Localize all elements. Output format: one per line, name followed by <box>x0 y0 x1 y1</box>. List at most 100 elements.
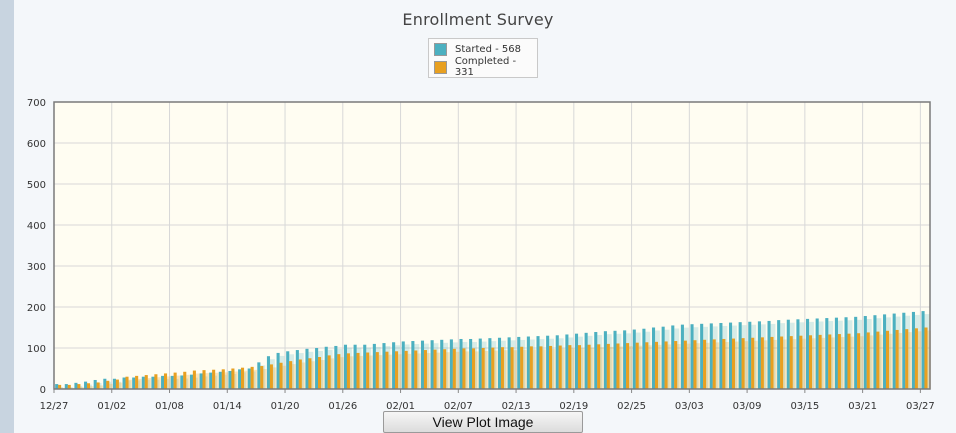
completed-bar <box>520 346 524 389</box>
started-bar <box>286 351 290 389</box>
completed-bar-shadow <box>436 352 440 389</box>
started-bar <box>883 314 887 389</box>
started-bar <box>353 344 357 389</box>
completed-bar-shadow <box>706 342 710 389</box>
completed-bar <box>472 348 476 389</box>
started-bar <box>170 375 174 389</box>
started-bar <box>902 312 906 389</box>
started-bar <box>815 318 819 389</box>
completed-bar-shadow <box>609 346 614 389</box>
started-bar <box>305 348 309 389</box>
started-bar <box>238 369 242 389</box>
completed-bar <box>626 343 630 389</box>
started-bar <box>132 377 136 389</box>
completed-bar-shadow <box>657 344 662 389</box>
completed-bar <box>58 384 62 389</box>
completed-bar <box>683 340 687 389</box>
completed-bar-shadow <box>147 378 152 389</box>
completed-bar <box>808 335 813 389</box>
started-bar <box>709 323 713 389</box>
started-bar <box>324 346 328 389</box>
completed-bar <box>789 336 793 389</box>
completed-bar <box>356 352 360 389</box>
started-bar <box>757 321 761 389</box>
completed-bar <box>510 347 514 389</box>
completed-bar <box>106 380 110 389</box>
completed-bar <box>914 328 918 389</box>
completed-bar <box>606 343 610 389</box>
completed-bar-shadow <box>176 375 181 389</box>
x-tick-label: 01/08 <box>155 401 184 412</box>
completed-bar <box>885 330 890 389</box>
completed-bar <box>346 353 350 389</box>
started-bar <box>738 322 742 389</box>
completed-bar <box>289 361 293 389</box>
started-bar <box>315 348 319 389</box>
completed-bar <box>577 345 581 389</box>
started-bar <box>401 341 405 389</box>
completed-bar <box>847 333 851 389</box>
completed-bar-shadow <box>407 353 412 389</box>
completed-bar-shadow <box>889 333 893 389</box>
x-tick-label: 02/01 <box>386 401 415 412</box>
completed-bar-shadow <box>686 343 691 389</box>
x-tick-label: 01/02 <box>97 401 126 412</box>
completed-bar-shadow <box>715 342 720 389</box>
completed-bar-shadow <box>128 379 132 389</box>
completed-bar-shadow <box>359 355 363 389</box>
started-bar <box>93 379 97 389</box>
completed-bar <box>539 346 543 389</box>
completed-bar-shadow <box>378 355 383 389</box>
completed-bar <box>770 336 774 389</box>
started-bar <box>372 343 376 389</box>
completed-bar-shadow <box>763 340 768 389</box>
started-bar <box>680 324 684 389</box>
completed-bar-shadow <box>773 339 777 389</box>
completed-bar <box>308 358 312 389</box>
completed-bar-shadow <box>552 348 556 389</box>
completed-bar <box>135 375 139 389</box>
completed-bar-shadow <box>340 357 344 389</box>
completed-bar <box>895 329 899 389</box>
started-bar <box>594 332 598 389</box>
started-bar <box>844 317 848 389</box>
completed-bar-shadow <box>917 331 922 389</box>
completed-bar <box>144 375 148 389</box>
legend-label-started: Started - 568 <box>455 43 521 55</box>
completed-bar <box>231 368 235 389</box>
completed-bar <box>414 350 418 389</box>
started-bar <box>536 336 540 389</box>
x-tick-label: 03/27 <box>906 401 935 412</box>
completed-bar <box>221 369 225 389</box>
completed-bar-shadow <box>840 337 845 389</box>
view-plot-image-button[interactable]: View Plot Image <box>383 411 583 433</box>
completed-bar-shadow <box>80 387 84 389</box>
completed-bar <box>317 357 322 389</box>
completed-bar-shadow <box>638 345 643 389</box>
started-bar <box>266 356 271 389</box>
completed-bar <box>443 349 447 389</box>
completed-bar <box>77 384 81 389</box>
completed-bar-shadow <box>244 370 248 389</box>
completed-bar <box>163 373 168 389</box>
started-bar <box>526 336 530 389</box>
completed-bar <box>173 372 177 389</box>
completed-bar-shadow <box>494 350 498 389</box>
completed-bar <box>260 366 264 389</box>
started-bar <box>546 335 550 389</box>
started-bar <box>632 329 636 389</box>
completed-bar-shadow <box>369 355 373 389</box>
completed-bar-shadow <box>138 378 142 389</box>
completed-bar-shadow <box>619 346 623 389</box>
completed-bar <box>96 382 100 389</box>
completed-bar-shadow <box>398 354 402 389</box>
y-tick-label: 300 <box>27 262 46 273</box>
completed-bar <box>549 345 553 389</box>
completed-bar-shadow <box>224 372 229 389</box>
completed-bar-shadow <box>696 343 700 389</box>
started-bar <box>199 373 203 389</box>
completed-bar-shadow <box>648 345 652 389</box>
completed-bar-shadow <box>282 365 286 389</box>
completed-bar-shadow <box>349 356 354 389</box>
completed-bar-shadow <box>215 372 219 389</box>
